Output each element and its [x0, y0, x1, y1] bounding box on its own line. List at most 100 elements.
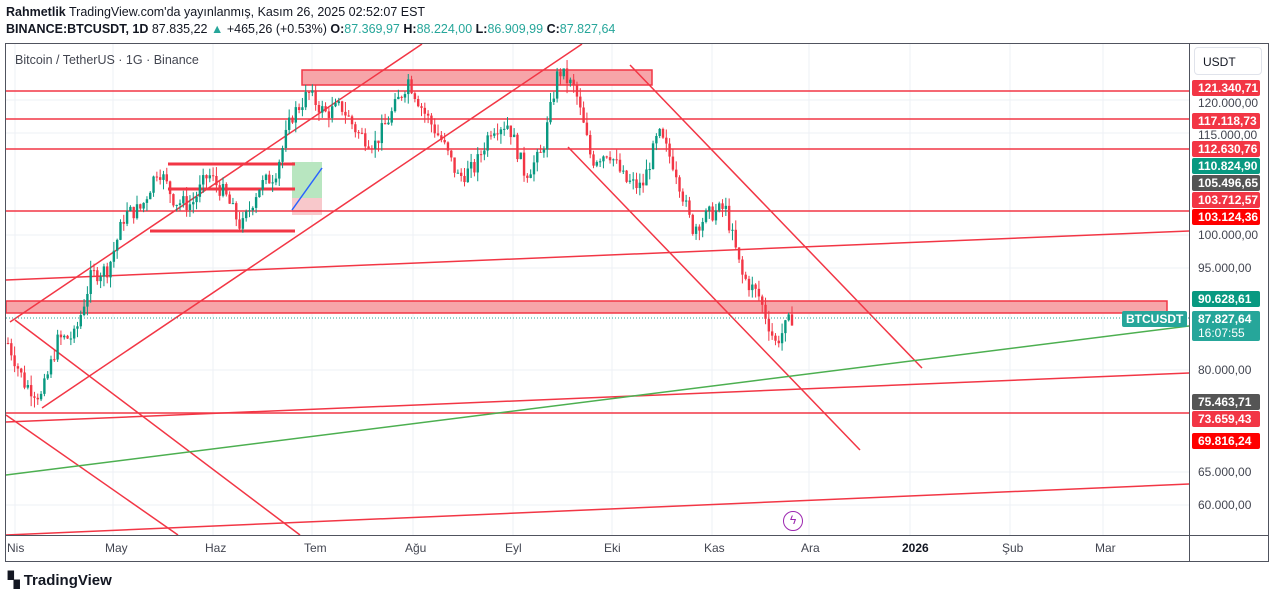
candle-body [46, 374, 49, 379]
candle-body [122, 221, 125, 224]
candle-body [69, 338, 73, 340]
candle-body [367, 146, 370, 149]
candle-body [284, 129, 288, 148]
symbol-legend[interactable]: Bitcoin / TetherUS · 1G · Binance [15, 53, 199, 67]
candle-body [357, 132, 360, 134]
candle-body [400, 96, 403, 98]
candle-body [317, 104, 321, 113]
candle-body [731, 229, 734, 231]
candle-body [552, 98, 556, 102]
candle-body [416, 99, 420, 107]
lightning-event-icon[interactable]: ϟ [783, 511, 803, 531]
time-label: May [105, 541, 128, 555]
price-level-badge: 90.628,61 [1192, 291, 1260, 307]
candle-body [281, 147, 284, 162]
candle-body [741, 259, 744, 275]
candle-body [784, 320, 787, 334]
candle-body [473, 162, 476, 173]
candle-body [658, 128, 661, 136]
candle-body [744, 274, 747, 279]
candle-body [420, 106, 423, 108]
price-level-badge: 117.118,73 [1192, 113, 1260, 129]
candle-body [29, 385, 33, 397]
symbol-label: BTCUSDT [1122, 311, 1188, 327]
candle-body [463, 175, 466, 183]
candle-body [608, 157, 612, 161]
ohlc-info: BINANCE:BTCUSDT, 1D 87.835,22 ▲ +465,26 … [6, 22, 616, 36]
time-label: Ağu [405, 541, 427, 555]
time-label: Mar [1095, 541, 1116, 555]
candle-body [261, 180, 264, 190]
candle-body [334, 103, 337, 107]
candle-body [354, 124, 357, 133]
candle-body [549, 101, 552, 123]
candle-body [119, 221, 122, 240]
candle-body [519, 152, 522, 160]
price-level-badge: 121.340,71 [1192, 80, 1260, 96]
currency-button[interactable]: USDT [1194, 47, 1262, 75]
candle-body [589, 134, 592, 155]
candle-body [321, 106, 324, 113]
candle-body [546, 122, 549, 150]
price-tick: 80.000,00 [1198, 363, 1252, 377]
candle-body [777, 340, 780, 344]
candle-body [268, 174, 271, 184]
candle-body [86, 293, 89, 307]
candle-body [433, 124, 436, 134]
candle-body [228, 194, 231, 204]
candle-body [565, 68, 569, 84]
candle-body [410, 79, 413, 94]
candle-body [337, 101, 341, 104]
candle-body [486, 135, 489, 151]
time-label: Nis [7, 541, 25, 555]
candle-body [149, 192, 152, 200]
candle-body [469, 162, 473, 169]
candle-body [539, 151, 542, 153]
candle-body [364, 133, 367, 147]
candle-body [278, 161, 281, 179]
candle-body [397, 96, 400, 100]
candle-body [704, 210, 708, 222]
candle-body [155, 176, 159, 178]
candle-body [109, 261, 112, 278]
candle-body [493, 133, 496, 136]
candle-body [20, 368, 23, 373]
candle-body [681, 191, 685, 202]
price-level-badge: 110.824,90 [1192, 158, 1260, 174]
candle-body [751, 284, 754, 291]
candle-body [162, 174, 165, 180]
candle-body [129, 206, 132, 212]
candle-body [201, 175, 205, 185]
candle-body [271, 182, 274, 184]
price-tick: 100.000,00 [1198, 228, 1259, 242]
candle-body [264, 174, 268, 181]
candle-body [231, 203, 235, 205]
candle-body [198, 184, 202, 197]
candle-body [684, 200, 688, 202]
candle-body [59, 334, 63, 338]
candle-body [188, 204, 192, 211]
candle-body [661, 128, 665, 138]
candle-body [82, 306, 86, 316]
candle-body [770, 331, 774, 336]
candle-body [49, 359, 53, 375]
candle-body [350, 116, 354, 125]
candle-body [598, 161, 602, 163]
candle-body [360, 132, 364, 134]
candle-body [489, 135, 493, 137]
price-level-badge: 73.659,43 [1192, 411, 1260, 427]
price-tick: 65.000,00 [1198, 465, 1252, 479]
candle-body [479, 154, 483, 156]
candle-body [387, 122, 390, 125]
candle-body [205, 175, 208, 179]
price-level-badge: 75.463,71 [1192, 394, 1260, 410]
price-level-badge: 105.496,65 [1192, 175, 1260, 191]
candle-body [645, 169, 648, 186]
candle-body [595, 162, 599, 166]
candle-body [655, 135, 658, 144]
candle-body [665, 137, 668, 144]
tradingview-logo[interactable]: ▚ TradingView [8, 572, 112, 589]
candle-body [678, 177, 681, 192]
candle-body [304, 91, 307, 108]
